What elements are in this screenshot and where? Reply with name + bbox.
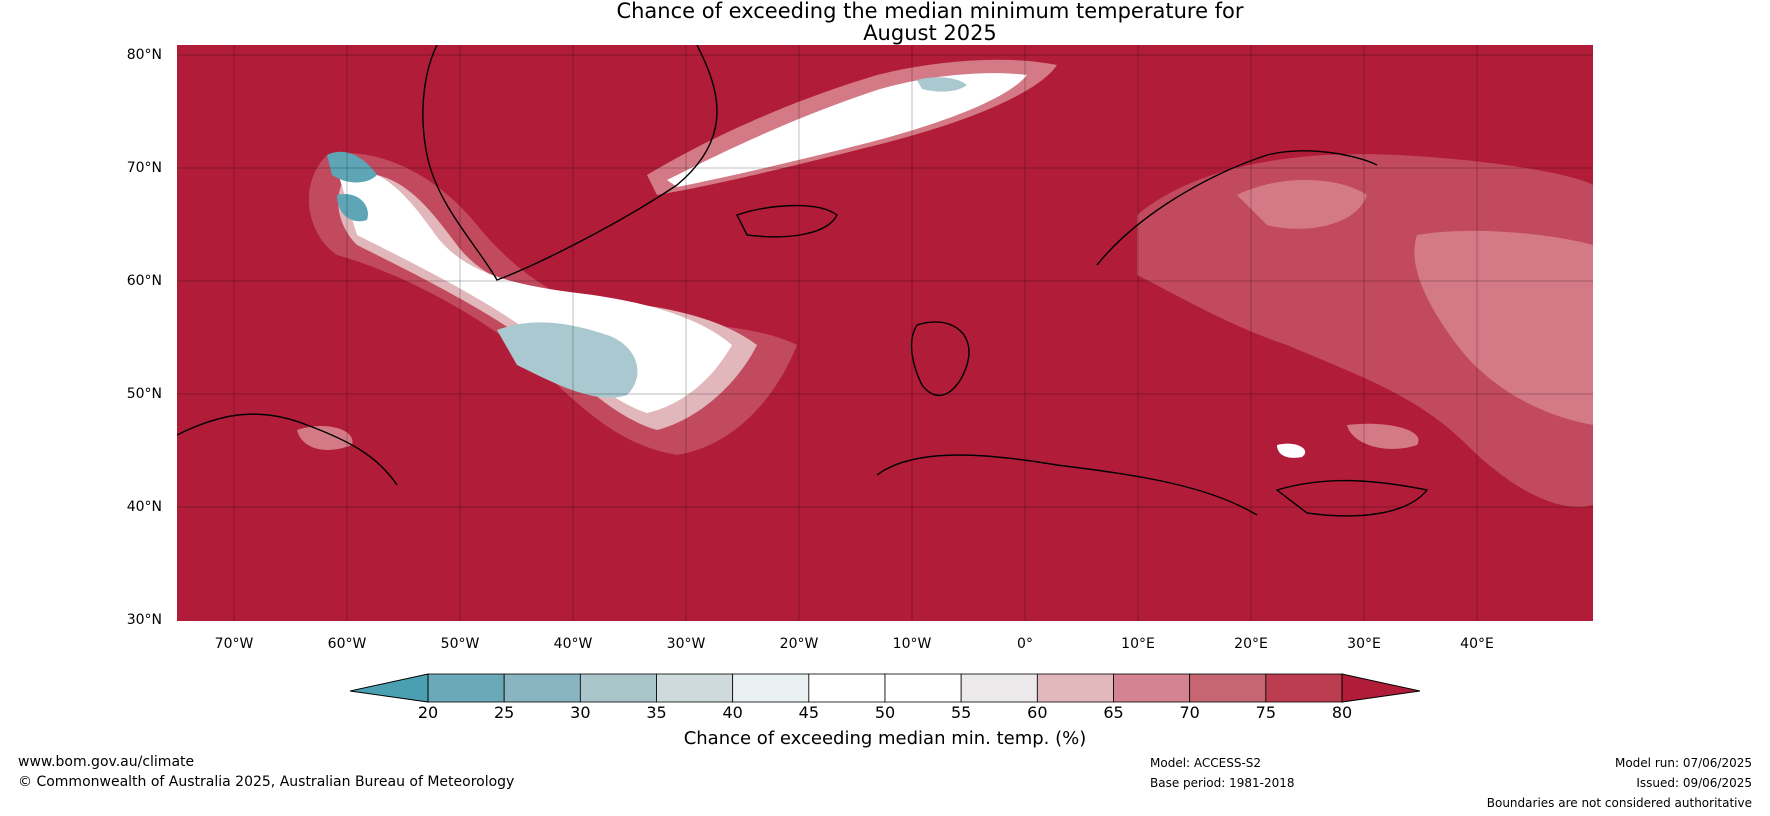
- colorbar-tick-label: 80: [1331, 703, 1353, 722]
- colorbar-low-arrow: [350, 673, 429, 703]
- lat-label-30n: 30°N: [126, 612, 162, 628]
- lon-label-30w: 30°W: [666, 636, 706, 652]
- map-graticule: [177, 45, 1593, 621]
- colorbar-tick-label: 50: [874, 703, 896, 722]
- lon-label-40e: 40°E: [1460, 636, 1494, 652]
- lon-label-0: 0°: [1017, 636, 1033, 652]
- footer-copyright: © Commonwealth of Australia 2025, Austra…: [18, 774, 515, 790]
- colorbar-segment: [960, 673, 1038, 703]
- scandinavia-coast: [1096, 150, 1378, 266]
- coastlines: [177, 45, 1429, 517]
- colorbar-segment: [1113, 673, 1191, 703]
- lon-label-20w: 20°W: [779, 636, 819, 652]
- colorbar-tick-label: 30: [570, 703, 591, 722]
- colorbar-segments: [427, 673, 1343, 703]
- contour-30-35-atlantic: [497, 322, 638, 398]
- greenland-coast: [422, 45, 718, 281]
- forecast-map: [177, 45, 1593, 621]
- colorbar-segment: [427, 673, 505, 703]
- lon-label-70w: 70°W: [214, 636, 254, 652]
- southern-europe-coast: [876, 454, 1258, 516]
- colorbar-tick-label: 40: [722, 703, 743, 722]
- colorbar-tick-label: 35: [646, 703, 667, 722]
- colorbar-tick-label: 25: [493, 703, 515, 722]
- colorbar-tick-label: 75: [1255, 703, 1277, 722]
- colorbar-segment: [1036, 673, 1114, 703]
- iceland-coast: [736, 204, 838, 238]
- contour-65-70-scandinavia: [1237, 180, 1367, 229]
- colorbar-tick-label: 60: [1027, 703, 1048, 722]
- forecast-map-svg: [177, 45, 1593, 621]
- black-sea-coast: [1275, 479, 1429, 517]
- north-america-coast: [177, 413, 398, 486]
- colorbar-tick-label: 55: [950, 703, 972, 722]
- lat-label-80n: 80°N: [126, 47, 162, 63]
- colorbar-tick-label: 20: [417, 703, 439, 722]
- contour-patch-white: [1277, 443, 1306, 458]
- footer-website[interactable]: www.bom.gov.au/climate: [18, 754, 195, 770]
- lat-label-40n: 40°N: [126, 499, 162, 515]
- contour-patch-black-sea: [1347, 423, 1419, 449]
- colorbar-tick-label: 65: [1103, 703, 1124, 722]
- map-title-line-2: August 2025: [863, 21, 997, 45]
- contour-20-25-baffin: [327, 151, 377, 183]
- colorbar-segment: [808, 673, 886, 703]
- footer-issued: Issued: 09/06/2025: [1636, 776, 1752, 790]
- colorbar-segment: [1265, 673, 1343, 703]
- colorbar-segment: [656, 673, 734, 703]
- footer-base-period: Base period: 1981-2018: [1150, 776, 1295, 790]
- colorbar-high-arrow: [1341, 673, 1420, 703]
- contour-45-55-greenland-sea: [667, 73, 1027, 187]
- colorbar-tick-label: 45: [798, 703, 820, 722]
- lon-label-30e: 30°E: [1347, 636, 1381, 652]
- colorbar-segment: [884, 673, 962, 703]
- lat-label-70n: 70°N: [126, 160, 162, 176]
- lon-label-20e: 20°E: [1234, 636, 1268, 652]
- colorbar-segment: [503, 673, 581, 703]
- contour-30-35-svalbard: [917, 77, 967, 92]
- colorbar-segment: [579, 673, 657, 703]
- colorbar: [350, 673, 1420, 703]
- lon-label-10w: 10°W: [892, 636, 932, 652]
- contour-patch-1: [297, 425, 353, 450]
- contour-20-25-labrador: [337, 194, 368, 222]
- britain-coast: [910, 321, 970, 397]
- colorbar-tick-label: 70: [1179, 703, 1200, 722]
- colorbar-label: Chance of exceeding median min. temp. (%…: [683, 728, 1087, 749]
- footer-model: Model: ACCESS-S2: [1150, 756, 1262, 770]
- footer-disclaimer: Boundaries are not considered authoritat…: [1486, 796, 1752, 810]
- lon-label-40w: 40°W: [553, 636, 593, 652]
- lon-label-60w: 60°W: [327, 636, 367, 652]
- contour-65-70-east: [1414, 230, 1593, 425]
- lat-label-60n: 60°N: [126, 273, 162, 289]
- colorbar-segment: [1189, 673, 1267, 703]
- map-title-line-1: Chance of exceeding the median minimum t…: [616, 0, 1244, 23]
- lon-label-50w: 50°W: [440, 636, 480, 652]
- colorbar-segment: [732, 673, 810, 703]
- lon-label-10e: 10°E: [1121, 636, 1155, 652]
- contour-45-55-labrador: [337, 168, 732, 413]
- lat-label-50n: 50°N: [126, 386, 162, 402]
- footer-model-run: Model run: 07/06/2025: [1614, 756, 1752, 770]
